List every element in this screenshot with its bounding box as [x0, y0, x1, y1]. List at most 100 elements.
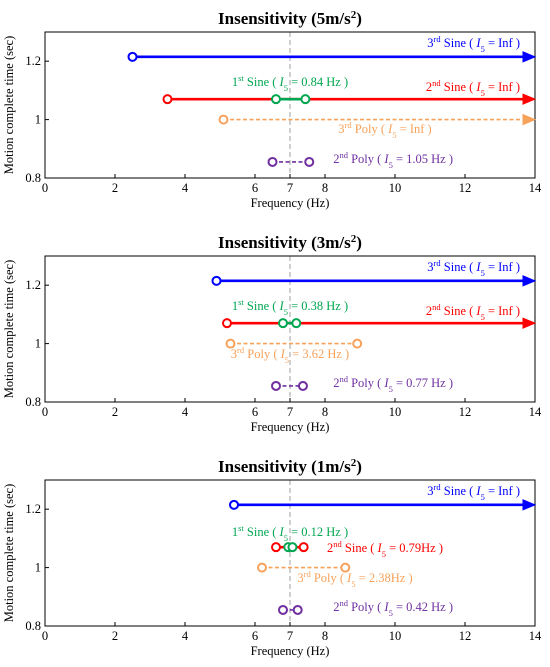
series-annotation: 3rd Sine ( I5 = Inf ) — [427, 258, 520, 278]
arrow-head — [522, 499, 537, 511]
chart-title: Insensitivity (3m/s2) — [218, 233, 362, 252]
end-marker — [352, 338, 363, 349]
start-marker — [162, 94, 173, 105]
start-marker — [229, 499, 239, 510]
series-annotation: 2nd Poly ( I5 = 1.05 Hz ) — [333, 150, 453, 170]
x-tick-label: 4 — [182, 629, 189, 643]
series-annotation: 2nd Sine ( I5 = Inf ) — [426, 78, 520, 98]
series-annotation: 1st Sine ( I5 = 0.84 Hz ) — [232, 73, 348, 93]
series-4 — [225, 338, 363, 349]
x-tick-label: 7 — [287, 181, 293, 195]
end-marker — [287, 542, 298, 553]
y-tick-label: 1.2 — [25, 502, 41, 516]
x-tick-label: 6 — [252, 181, 258, 195]
start-marker — [127, 51, 138, 62]
arrow-head — [522, 113, 537, 126]
end-marker — [300, 94, 311, 105]
series-4 — [218, 113, 537, 126]
series-annotation: 3rd Poly ( I5 = 2.38Hz ) — [297, 569, 412, 589]
x-axis-label: Frequency (Hz) — [251, 420, 330, 434]
x-tick-label: 14 — [529, 405, 542, 419]
x-axis-label: Frequency (Hz) — [251, 196, 330, 210]
x-tick-label: 0 — [42, 629, 48, 643]
end-marker — [304, 156, 315, 167]
arrow-head — [522, 275, 537, 287]
series-annotation: 3rd Sine ( I5 = Inf ) — [427, 34, 520, 54]
x-tick-label: 10 — [389, 405, 402, 419]
x-tick-label: 10 — [389, 629, 402, 643]
x-tick-label: 2 — [112, 629, 118, 643]
series-1 — [229, 499, 537, 511]
y-tick-label: 0.8 — [25, 619, 41, 633]
start-marker — [271, 542, 281, 553]
y-tick-label: 1 — [35, 561, 41, 575]
x-tick-label: 7 — [287, 405, 293, 419]
y-axis-label: Motion complete time (sec) — [2, 484, 16, 623]
x-tick-label: 6 — [252, 405, 258, 419]
series-annotation: 2nd Sine ( I5 = Inf ) — [426, 302, 520, 322]
x-tick-label: 4 — [182, 405, 189, 419]
y-tick-label: 1.2 — [25, 278, 41, 292]
end-marker — [298, 542, 309, 553]
start-marker — [218, 114, 229, 125]
end-marker — [297, 380, 308, 391]
chart-panel-3: Insensitivity (1m/s2) 0 2 4 6 7 8 10 12 14 0.8 1 1.2… — [2, 457, 542, 658]
x-tick-label: 0 — [42, 405, 48, 419]
start-marker — [278, 318, 288, 329]
chart-title: Insensitivity (1m/s2) — [218, 457, 362, 476]
series-3 — [283, 542, 298, 553]
x-tick-label: 8 — [322, 405, 328, 419]
x-tick-label: 10 — [389, 181, 402, 195]
start-marker — [225, 338, 236, 349]
x-axis-label: Frequency (Hz) — [251, 644, 330, 658]
series-annotation: 1st Sine ( I5 = 0.38 Hz ) — [232, 297, 348, 317]
y-tick-label: 0.8 — [25, 171, 41, 185]
series-annotation: 2nd Sine ( I5 = 0.79Hz ) — [327, 539, 443, 559]
arrow-head — [522, 51, 537, 63]
y-tick-label: 0.8 — [25, 395, 41, 409]
x-tick-label: 12 — [459, 629, 472, 643]
x-tick-label: 4 — [182, 181, 189, 195]
y-tick-label: 1 — [35, 113, 41, 127]
x-tick-label: 2 — [112, 181, 118, 195]
series-annotation: 3rd Poly ( I5 = Inf ) — [338, 120, 431, 140]
end-marker — [291, 318, 302, 329]
start-marker — [271, 94, 281, 105]
series-3 — [278, 318, 302, 329]
x-tick-label: 7 — [287, 629, 293, 643]
series-4 — [257, 562, 351, 573]
x-tick-label: 14 — [529, 181, 542, 195]
start-marker — [278, 604, 288, 615]
series-annotation: 2nd Poly ( I5 = 0.42 Hz ) — [333, 598, 453, 618]
end-marker — [340, 562, 351, 573]
start-marker — [211, 275, 222, 286]
series-1 — [127, 51, 537, 63]
chart-title: Insensitivity (5m/s2) — [218, 9, 362, 28]
chart-panel-2: Insensitivity (3m/s2) 0 2 4 6 7 8 10 12 14 0.8 1 1.2… — [2, 233, 542, 434]
series-5 — [271, 380, 308, 391]
series-2 — [162, 93, 537, 105]
y-tick-label: 1 — [35, 337, 41, 351]
y-tick-label: 1.2 — [25, 54, 41, 68]
arrow-head — [522, 93, 537, 105]
x-tick-label: 14 — [529, 629, 542, 643]
start-marker — [222, 318, 232, 329]
series-annotation: 3rd Sine ( I5 = Inf ) — [427, 482, 520, 502]
y-axis-label: Motion complete time (sec) — [2, 260, 16, 399]
end-marker — [292, 604, 303, 615]
series-1 — [211, 275, 537, 287]
series-3 — [271, 94, 311, 105]
x-tick-label: 12 — [459, 405, 472, 419]
start-marker — [271, 380, 281, 391]
chart-panel-1: Insensitivity (5m/s2) 0 2 4 6 7 8 10 12 14 0.8 1 1.2… — [2, 9, 542, 210]
x-tick-label: 2 — [112, 405, 118, 419]
series-annotation: 2nd Poly ( I5 = 0.77 Hz ) — [333, 374, 453, 394]
y-axis-label: Motion complete time (sec) — [2, 36, 16, 175]
series-annotation: 3rd Poly ( I5 = 3.62 Hz ) — [231, 345, 349, 365]
start-marker — [257, 562, 267, 573]
series-2 — [222, 317, 537, 329]
x-tick-label: 12 — [459, 181, 472, 195]
x-tick-label: 0 — [42, 181, 48, 195]
arrow-head — [522, 317, 537, 329]
